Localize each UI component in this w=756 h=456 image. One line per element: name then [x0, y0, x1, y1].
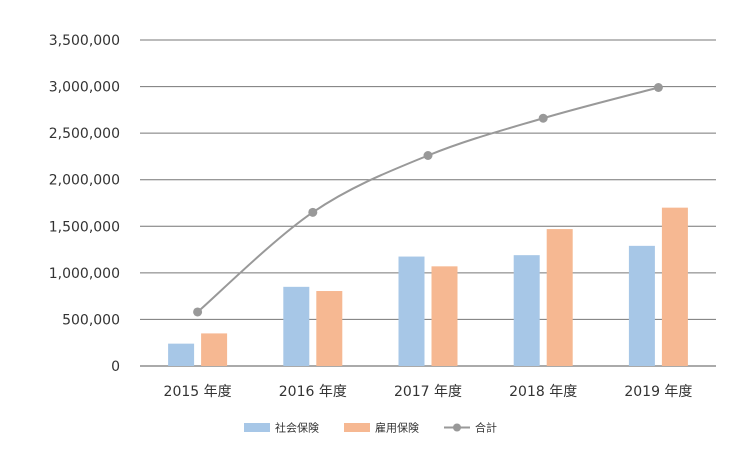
x-tick-label: 2017 年度 — [394, 384, 462, 400]
gridlines — [140, 39, 716, 367]
x-tick-label: 2019 年度 — [624, 384, 692, 400]
total-line — [196, 86, 659, 313]
bar-social-insurance — [398, 256, 425, 366]
legend-swatch — [244, 423, 270, 432]
legend: 社会保険 雇用保険 合計 — [244, 421, 497, 435]
y-tick-label: 3,000,000 — [49, 80, 120, 96]
total-line-series — [193, 83, 663, 317]
legend-swatch — [344, 423, 370, 432]
y-axis-tick-labels: 0 500,000 1,000,000 1,500,000 2,000,000 2,500… — [49, 33, 120, 375]
bar-social-insurance — [628, 245, 655, 366]
bar-social-insurance — [513, 255, 540, 366]
x-tick-label: 2018 年度 — [509, 384, 577, 400]
bars — [168, 207, 688, 366]
total-point — [308, 207, 318, 217]
legend-label: 社会保険 — [275, 421, 319, 435]
x-tick-label: 2015 年度 — [164, 384, 232, 400]
bar-employment-insurance — [546, 229, 573, 366]
bar-social-insurance — [283, 286, 310, 366]
total-point — [538, 113, 548, 123]
bar-employment-insurance — [661, 207, 688, 366]
total-point — [423, 150, 433, 160]
y-tick-label: 3,500,000 — [49, 33, 120, 49]
legend-marker — [453, 423, 461, 432]
legend-label: 合計 — [475, 421, 497, 435]
y-tick-label: 1,500,000 — [49, 219, 120, 235]
bar-employment-insurance — [316, 291, 343, 366]
x-tick-label: 2016 年度 — [279, 384, 347, 400]
y-tick-label: 0 — [111, 359, 120, 375]
bar-employment-insurance — [201, 333, 228, 366]
legend-label: 雇用保険 — [375, 421, 419, 435]
y-tick-label: 2,500,000 — [49, 126, 120, 142]
y-tick-label: 500,000 — [62, 312, 120, 328]
y-tick-label: 1,000,000 — [49, 266, 120, 282]
bar-employment-insurance — [431, 266, 458, 366]
x-axis-tick-labels: 2015 年度 2016 年度 2017 年度 2018 年度 2019 年度 — [164, 384, 693, 400]
y-tick-label: 2,000,000 — [49, 173, 120, 189]
total-point — [653, 83, 663, 93]
total-point — [193, 307, 203, 317]
bar-social-insurance — [168, 343, 195, 366]
